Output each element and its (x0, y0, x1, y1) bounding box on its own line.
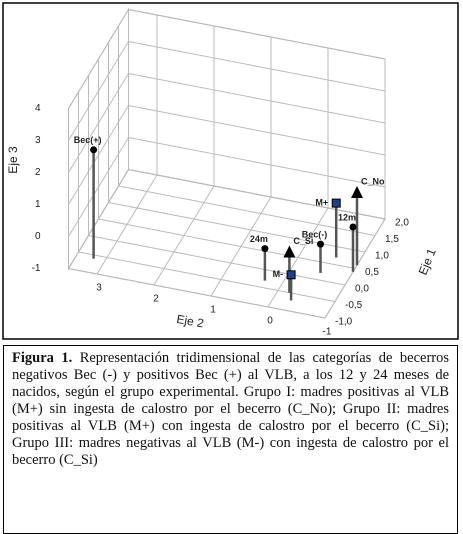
point (317, 240, 324, 248)
grid-line (88, 235, 346, 286)
chart-frame (2, 2, 459, 340)
point (331, 198, 341, 208)
grid-line (153, 185, 215, 286)
z-tick-label: 3 (35, 135, 41, 146)
grid-line (210, 196, 272, 297)
point (349, 223, 357, 231)
y-tick-label: 1 (210, 305, 216, 316)
point (351, 186, 363, 198)
z-tick-label: -1 (32, 263, 41, 274)
caption-label: Figura 1. (12, 350, 73, 366)
grid-line (118, 185, 376, 236)
y-tick-label: 2 (153, 294, 159, 305)
point-label: Bec(-) (302, 229, 328, 239)
y-axis-title: Eje 2 (175, 312, 205, 331)
grid-line (128, 105, 386, 156)
grid-line (68, 137, 129, 237)
grid-line (128, 41, 386, 92)
z-tick-label: 1 (35, 199, 41, 210)
point-label: 24m (250, 234, 268, 244)
grid-line (68, 41, 129, 141)
point (90, 146, 98, 154)
x-tick-label: 0,5 (365, 267, 379, 278)
chart: -1,0 -0,5 0,0 0,5 1,0 1,5 2,0 -1 0 1 2 3 -1 0 1 2 3 4 Eje … (2, 2, 459, 340)
grid-line (128, 9, 386, 60)
grid-line (68, 268, 326, 319)
point-label: Bec(+) (74, 135, 102, 145)
point (283, 245, 296, 258)
grid-line (68, 9, 129, 109)
point-label: C_No (361, 176, 385, 186)
point (261, 245, 269, 253)
y-tick-label: 3 (96, 283, 102, 294)
z-tick-label: 2 (35, 167, 41, 178)
grid-line (68, 73, 129, 173)
x-tick-label: -1,0 (335, 317, 353, 328)
z-tick-label: 0 (35, 231, 41, 242)
z-tick-label: 4 (35, 103, 41, 114)
point-label: 12m (338, 212, 356, 222)
grid-line (128, 137, 386, 188)
point-label: C_Si (293, 236, 313, 246)
grid-line (267, 207, 329, 308)
point-label: M- (273, 269, 284, 279)
point-label: M+ (315, 197, 328, 207)
grid-line (128, 73, 386, 124)
caption-text: Representación tridimensional de las cat… (12, 350, 449, 468)
grid-line (96, 174, 158, 275)
x-tick-label: 1,5 (385, 234, 399, 245)
y-tick-label: -1 (323, 327, 332, 338)
grid-line (128, 169, 386, 220)
x-tick-label: 2,0 (395, 218, 409, 229)
y-tick-label: 0 (267, 316, 273, 327)
z-axis-title: Eje 3 (6, 146, 20, 174)
grid-line (98, 218, 356, 269)
point (286, 270, 296, 280)
grid-line (68, 169, 129, 269)
x-tick-label: -0,5 (345, 300, 363, 311)
grid-line (68, 105, 129, 205)
x-tick-label: 1,0 (375, 251, 389, 262)
grid-line (324, 218, 386, 319)
caption: Figura 1. Representación tridimensional … (3, 345, 458, 534)
x-tick-label: 0,0 (355, 284, 369, 295)
